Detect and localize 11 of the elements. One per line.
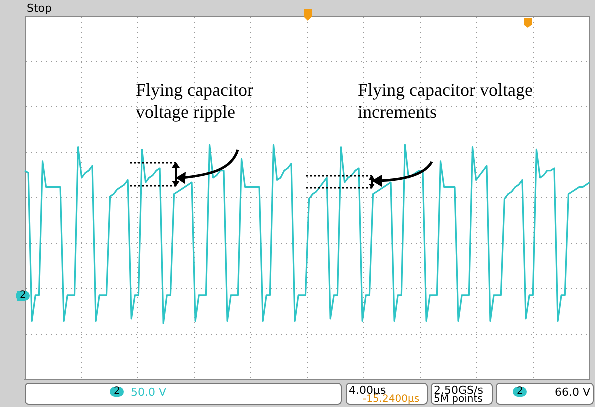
- text: 2: [513, 386, 528, 397]
- text: 50.0 V: [131, 386, 167, 399]
- text: 5M points: [434, 394, 483, 405]
- annotation: 2: [16, 290, 30, 301]
- text: 4.00µs: [349, 384, 386, 397]
- text: Stop: [27, 2, 52, 15]
- text: Flying capacitor voltage increments: [358, 80, 533, 124]
- text: 2: [110, 386, 124, 397]
- text: 66.0 V: [555, 386, 591, 399]
- text: -15.2400µs: [363, 394, 420, 405]
- text: Flying capacitor voltage ripple: [136, 80, 254, 124]
